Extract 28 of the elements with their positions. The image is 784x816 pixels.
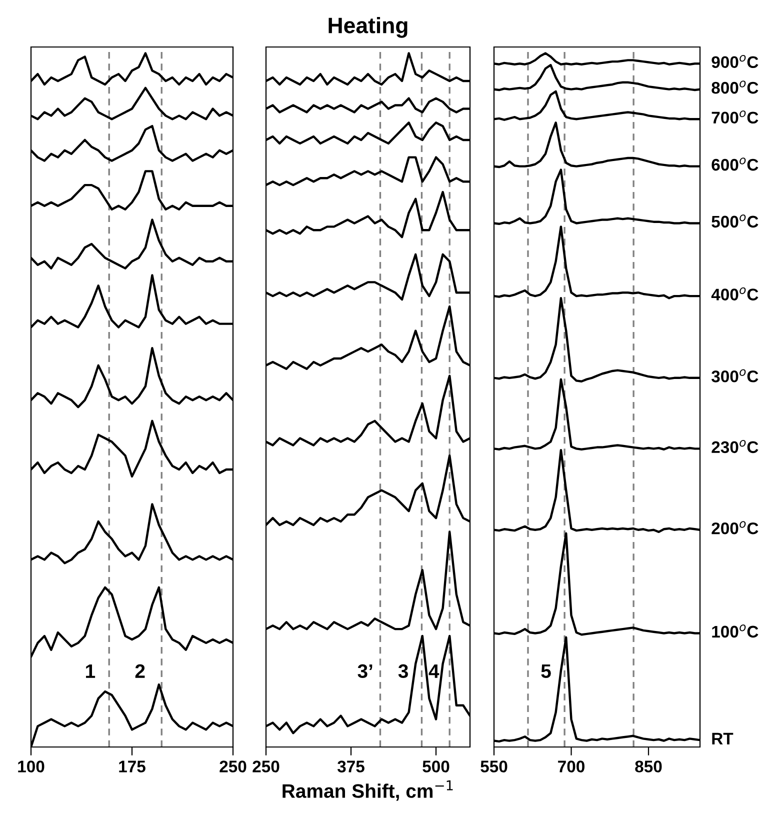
annotation: 3’: [358, 664, 372, 678]
annotation: 1: [86, 664, 96, 678]
series-label: 300$^{o}$C: [711, 369, 758, 382]
x-tick-label: 250: [220, 760, 246, 772]
chart-title: Heating: [328, 17, 408, 38]
series-label: 500$^{o}$C: [712, 214, 758, 228]
series-label: 600$^{o}$C: [712, 158, 758, 171]
x-tick-label: 250: [252, 760, 280, 772]
series-label: 100$^{o}$C: [712, 624, 758, 638]
series-label: 200$^{o}$C: [712, 521, 758, 534]
x-tick-label: 700: [558, 760, 584, 772]
x-tick-label: 500: [422, 760, 450, 772]
x-tick-label: 175: [119, 760, 146, 772]
annotation: 4: [428, 664, 440, 678]
series-label: 700$^{o}$C: [712, 110, 758, 124]
series-label: 230$^{o}$C: [712, 440, 758, 454]
series-label: 800$^{o}$C: [712, 80, 758, 94]
series-label: RT: [712, 732, 734, 744]
series-label: 400$^{o}$C: [711, 287, 758, 300]
x-tick-label: 100: [18, 760, 44, 772]
x-tick-label: 850: [635, 760, 662, 772]
annotation: 5: [541, 664, 551, 678]
x-tick-label: 550: [480, 760, 508, 772]
annotation: 3: [398, 664, 408, 678]
x-tick-label: 375: [337, 760, 364, 772]
series-label: 900$^{o}$C: [712, 54, 758, 68]
annotation: 2: [135, 664, 145, 678]
x-axis-title: Raman Shift, cm$^{−1}$: [282, 780, 453, 801]
